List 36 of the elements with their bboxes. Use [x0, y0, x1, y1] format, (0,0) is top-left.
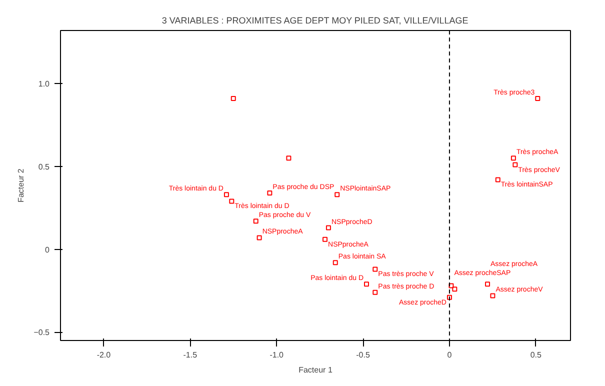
x-tick-label: 0 — [447, 350, 452, 360]
x-tick-label: -0.5 — [356, 350, 370, 360]
point — [452, 286, 458, 292]
point — [364, 282, 369, 287]
point — [448, 283, 454, 288]
x-tick-label: -2.0 — [96, 350, 112, 360]
point — [267, 190, 272, 196]
point — [332, 260, 338, 266]
point — [326, 225, 331, 230]
point — [286, 156, 292, 161]
point — [495, 177, 500, 182]
point — [510, 156, 516, 161]
point — [535, 96, 540, 101]
y-tick-label: 1.0 — [38, 80, 50, 89]
point — [372, 266, 378, 272]
y-axis-title: Facteur 2 — [16, 168, 26, 202]
point — [485, 282, 490, 287]
chart-title: 3 VARIABLES : PROXIMITES AGE DEPT MOY PILED SAT, VILLE/VILLAGE — [162, 16, 468, 26]
point — [229, 198, 234, 204]
point — [256, 235, 262, 240]
y-tick-label: 0.5 — [38, 162, 50, 172]
y-tick-label: −0.5 — [34, 328, 50, 338]
point — [446, 294, 452, 300]
point — [322, 236, 328, 242]
point — [224, 192, 229, 198]
x-axis-title: Facteur 1 — [298, 366, 333, 374]
point — [253, 218, 258, 224]
point — [490, 293, 496, 298]
point — [334, 192, 340, 198]
point — [372, 290, 378, 295]
x-tick-label: -1.5 — [183, 350, 198, 360]
point — [230, 96, 236, 101]
x-tick-label: -1.0 — [270, 350, 284, 360]
x-tick-label: 0.5 — [530, 350, 542, 360]
point — [512, 162, 518, 168]
y-tick-label: 0 — [45, 245, 50, 254]
